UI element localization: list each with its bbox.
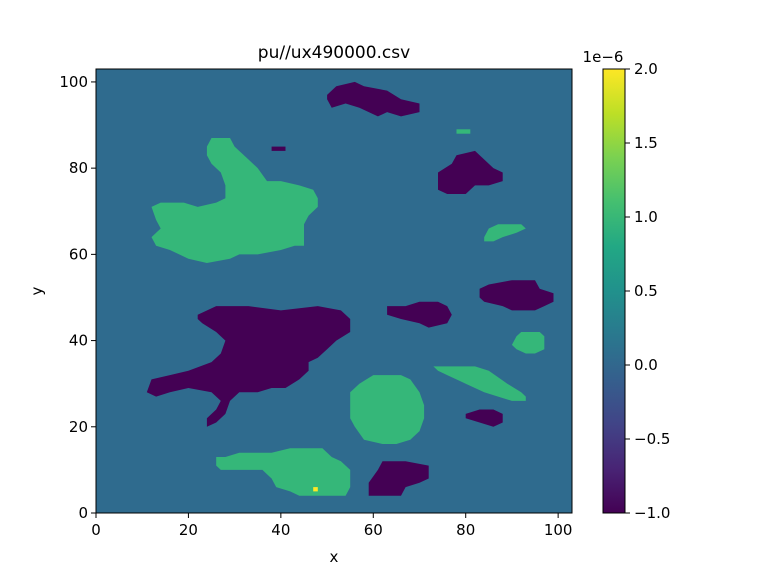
x-axis: 0 20 40 60 80 100	[91, 513, 572, 539]
colorbar-tick-label: 0.5	[634, 282, 658, 300]
y-tick-label: 0	[78, 504, 88, 522]
y-tick-label: 100	[59, 73, 88, 91]
colorbar-tick-label: 1.0	[634, 208, 658, 226]
colorbar-tick-label: 1.5	[634, 134, 658, 152]
colorbar-offset-label: 1e−6	[583, 48, 624, 66]
x-tick-label: 40	[271, 521, 290, 539]
heatmap-region-15	[216, 448, 351, 496]
colorbar-tick-label: 0.0	[634, 356, 658, 374]
heatmap-region-16	[313, 487, 318, 492]
heatmap-region-12	[511, 332, 545, 354]
plot-area	[95, 68, 573, 514]
y-tick-label: 60	[69, 245, 88, 263]
heatmap-region-14	[350, 375, 425, 444]
plot-frame	[95, 68, 573, 514]
heatmap-region-5	[387, 301, 452, 328]
x-tick-label: 80	[456, 521, 475, 539]
heatmap-region-8	[368, 461, 429, 496]
heatmap-region-2	[271, 146, 286, 151]
colorbar-tick-label: 2.0	[634, 60, 658, 78]
colorbar-axis: 2.0 1.5 1.0 0.5 0.0 −0.5 −1.0	[625, 60, 670, 522]
heatmap-regions	[146, 81, 554, 496]
chart-title: pu//ux490000.csv	[258, 43, 410, 63]
x-tick-label: 20	[179, 521, 198, 539]
colorbar-tick-label: −0.5	[634, 430, 670, 448]
x-tick-label: 60	[364, 521, 383, 539]
colorbar-tick-label: −1.0	[634, 504, 670, 522]
heatmap-region-9	[151, 138, 318, 263]
heatmap-region-1	[327, 81, 420, 117]
colorbar: 2.0 1.5 1.0 0.5 0.0 −0.5 −1.0 1e−6	[583, 48, 671, 522]
heatmap-region-13	[433, 366, 526, 401]
heatmap-region-10	[456, 129, 471, 134]
heatmap-region-11	[484, 224, 526, 242]
heatmap-region-3	[438, 150, 503, 194]
heatmap-region-6	[146, 306, 351, 427]
heatmap-region-4	[479, 280, 554, 311]
x-tick-label: 0	[91, 521, 101, 539]
y-tick-label: 40	[69, 332, 88, 350]
y-tick-label: 20	[69, 418, 88, 436]
y-axis-label: y	[28, 286, 46, 295]
heatmap-region-7	[465, 409, 503, 427]
x-tick-label: 100	[544, 521, 573, 539]
y-axis: 0 20 40 60 80 100	[59, 73, 96, 522]
x-axis-label: x	[330, 548, 339, 566]
y-tick-label: 80	[69, 159, 88, 177]
colorbar-gradient	[602, 68, 626, 514]
